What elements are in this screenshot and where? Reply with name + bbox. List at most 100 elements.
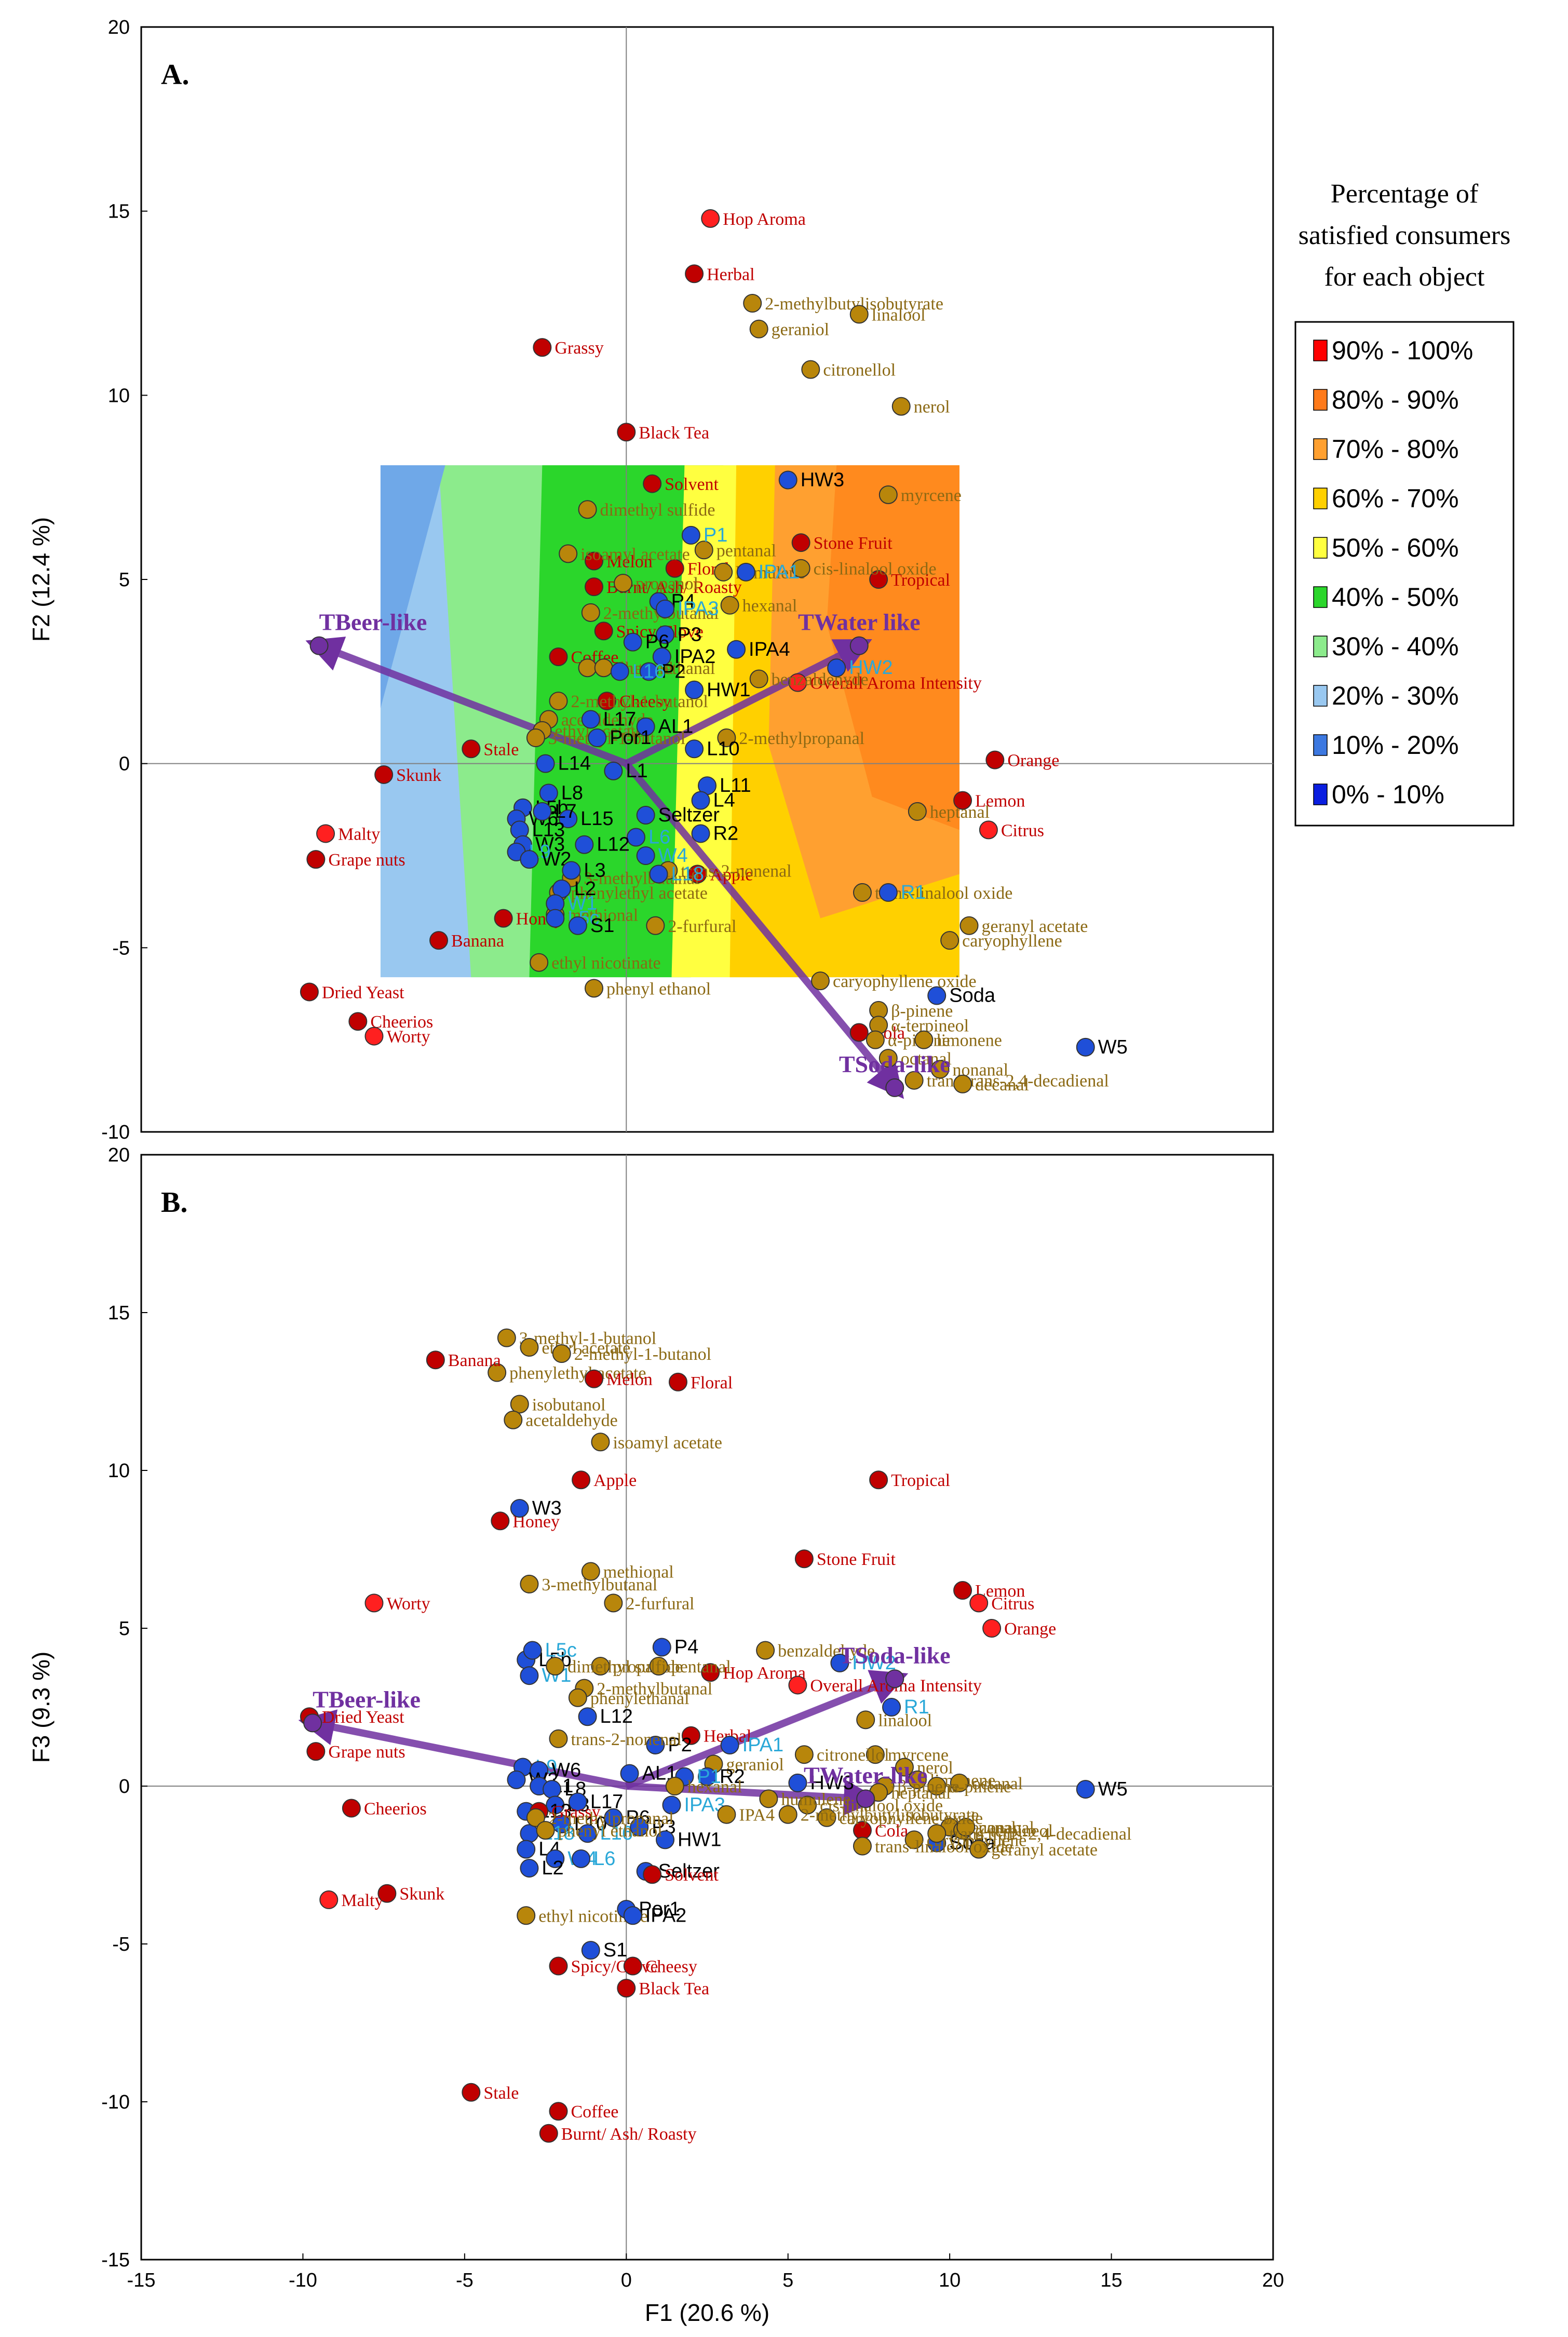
point-label-cola: Cola (875, 1821, 908, 1841)
point-w2 (520, 850, 539, 869)
point-label-r2: R2 (720, 1766, 745, 1788)
ytick-label: -15 (101, 2249, 130, 2271)
point-label-phenylethyl-acetate: phenylethyl acetate (571, 884, 707, 903)
point-label-2-methyl-1-butanol: 2-methyl-1-butanol (571, 692, 708, 711)
point-label-ipa4: IPA4 (739, 1806, 775, 1825)
point-label-citronellol: citronellol (823, 361, 896, 380)
point-label-pinene: β-pinene (898, 1777, 959, 1796)
point-label-s1: S1 (590, 915, 614, 937)
point-tropical (869, 1470, 888, 1490)
point-label-citronellol: citronellol (817, 1746, 889, 1765)
point-lemon (953, 1581, 972, 1600)
vector-point-tsoda-like (885, 1078, 904, 1097)
point-l16 (578, 1824, 597, 1843)
point-l15 (559, 809, 578, 829)
point-label-l4: L4 (713, 790, 735, 812)
point-l12 (578, 1707, 597, 1726)
ytick-label: -5 (112, 1934, 130, 1955)
point-pentanal (649, 1656, 668, 1676)
point-label-2-furfural: 2-furfural (668, 917, 736, 936)
panel-label-0: A. (161, 59, 189, 91)
point-r1 (878, 883, 898, 902)
point-trans-trans-2-4-decadienal (904, 1071, 924, 1090)
point-honey (491, 1511, 510, 1531)
point-3-methylbutanal (520, 1574, 539, 1593)
point-soda (927, 986, 947, 1005)
point-black-tea (617, 1979, 636, 1998)
point-label-l11: L11 (720, 775, 751, 796)
point-benzaldehyde (756, 1641, 775, 1660)
point-caryophyllene (940, 931, 959, 950)
point-label-l2: L2 (542, 1857, 563, 1879)
legend: Percentage of satisfied consumers for ea… (1294, 179, 1515, 827)
point-2-methylpropanal (717, 728, 736, 748)
point-label-p3: P3 (678, 624, 701, 645)
point-herbal (685, 264, 704, 283)
point-melon (585, 1369, 603, 1388)
point-stale (462, 2083, 481, 2102)
point-label-heptanal: heptanal (930, 803, 990, 822)
point-label-citrus: Citrus (1001, 821, 1044, 840)
point-label-r2: R2 (713, 822, 739, 844)
point-label-cheerios: Cheerios (364, 1800, 427, 1819)
point-label-l13: L13 (532, 819, 565, 841)
point-label-herbal: Herbal (707, 265, 755, 284)
point-3-methyl-1-butanol (526, 728, 545, 748)
point-hw2 (827, 658, 846, 678)
point-cheerios (348, 1012, 368, 1031)
point-label-geranyl-acetate: geranyl acetate (982, 917, 1088, 936)
point-label-tropical: Tropical (891, 1471, 950, 1490)
point-label-stale: Stale (483, 2084, 519, 2103)
point-label-l6: L6 (648, 827, 670, 848)
point-l10 (552, 1814, 571, 1833)
point-label-stone-fruit: Stone Fruit (817, 1550, 896, 1569)
panel-b: -15 -10 -5 0 5 10 15 20 -15 -10 -5 0 5 10 15 20 F3 (9.3 … (28, 1144, 1284, 2326)
point-label-phenylethyl-acetate: phenylethyl acetate (509, 1364, 646, 1383)
point-p6 (604, 1808, 623, 1827)
point-lemon (953, 791, 972, 810)
point-caryophyllene-oxide (817, 1808, 836, 1827)
point-label-dimethyl-sulfide: dimethyl sulfide (567, 1657, 683, 1677)
point-linalool (856, 1710, 875, 1730)
point-l1 (604, 761, 623, 780)
point-floral (665, 559, 684, 578)
point-hw2 (830, 1653, 849, 1672)
xtick-label: 5 (782, 2270, 793, 2291)
point-melon (585, 551, 603, 571)
point-label-pentanal: pentanal (717, 541, 776, 560)
point-banana (429, 931, 449, 950)
point-cheerios (342, 1799, 361, 1818)
point-label-w3: W3 (535, 834, 565, 856)
point-label-seltzer: Seltzer (658, 804, 720, 826)
point-label-ipa3: IPA3 (678, 598, 719, 620)
point-phenylethanal (568, 1688, 587, 1707)
point-l8 (539, 783, 558, 803)
legend-label-2: 70% - 80% (1332, 435, 1459, 464)
point-label-hexanal: hexanal (742, 597, 797, 616)
point-w5 (1076, 1037, 1095, 1057)
point-label-humulene: humulene (781, 1790, 850, 1809)
point-limonene (908, 1770, 927, 1789)
point-worty (364, 1593, 384, 1613)
point-l3 (546, 1795, 565, 1815)
point-s1 (568, 916, 587, 935)
point-grape-nuts (306, 1742, 326, 1761)
point-hw3 (778, 470, 797, 490)
point-label-floral: Floral (691, 1373, 733, 1393)
point-solvent (643, 1865, 662, 1884)
point-tropical (869, 570, 888, 589)
xtick-label: 10 (939, 2270, 961, 2291)
point-isobutanol (578, 658, 597, 678)
point-label-heptanal: heptanal (891, 1784, 951, 1803)
point-label-phenylethanal: phenylethanal (590, 1689, 690, 1708)
xtick-label: 15 (1100, 2270, 1122, 2291)
point-label-melon: Melon (606, 1370, 653, 1389)
point-label-coffee: Coffee (571, 2102, 618, 2122)
legend-swatch-7 (1313, 685, 1328, 707)
point-label-geranyl-acetate: geranyl acetate (991, 1841, 1098, 1860)
point-label-hop-aroma: Hop Aroma (723, 210, 806, 229)
point-label-nonanal: nonanal (978, 1818, 1034, 1838)
point-label-terpineol: α-terpineol (891, 1016, 969, 1035)
point-l14 (536, 754, 555, 773)
ytick-label: 0 (119, 1776, 130, 1798)
